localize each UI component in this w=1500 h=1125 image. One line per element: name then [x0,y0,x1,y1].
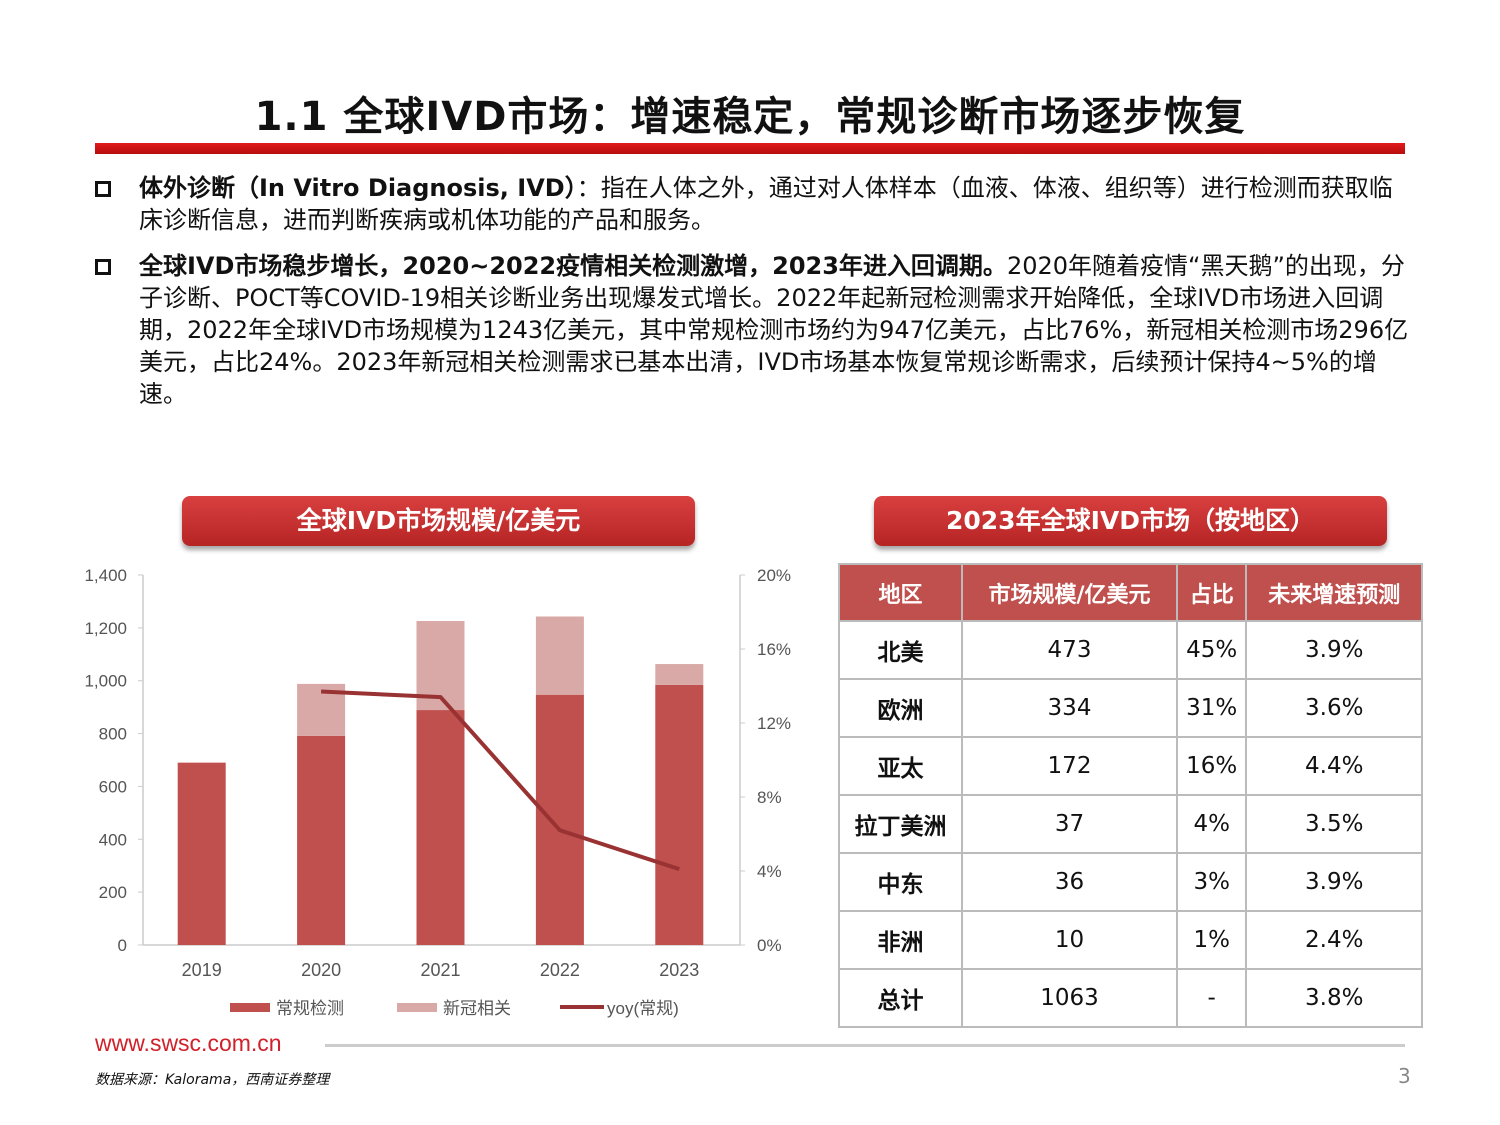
y2-tick-label: 0% [757,936,782,955]
legend-label: 常规检测 [276,999,344,1018]
column-header: 占比 [1175,563,1248,622]
table-header-row: 地区 市场规模/亿美元 占比 未来增速预测 [837,563,1423,622]
y-tick-label: 400 [99,830,127,849]
y-tick-label: 200 [99,883,127,902]
table-row: 亚太 172 16% 4.4% [837,736,1423,796]
value-cell: 4% [1175,794,1248,854]
region-cell: 欧洲 [837,678,964,738]
value-cell: 3% [1175,852,1248,912]
region-cell: 北美 [837,620,964,680]
bar-新冠相关 [655,664,704,685]
bullet-text: 2020年随着疫情“黑天鹅”的出现，分子诊断、POCT等COVID-19相关诊断… [139,252,1409,408]
table-row: 欧洲 334 31% 3.6% [837,678,1423,738]
table-row: 北美 473 45% 3.9% [837,620,1423,680]
region-cell: 亚太 [837,736,964,796]
x-tick-label: 2022 [540,960,580,980]
y2-tick-label: 20% [757,566,791,585]
y-tick-label: 1,000 [84,672,127,691]
value-cell: 172 [961,736,1178,796]
legend-label: 新冠相关 [443,999,511,1018]
chart-header: 全球IVD市场规模/亿美元 [182,496,695,546]
page-title: 1.1 全球IVD市场：增速稳定，常规诊断市场逐步恢复 [254,94,1246,140]
bullet-bold: 全球IVD市场稳步增长，2020~2022疫情相关检测激增，2023年进入回调期… [139,252,1007,280]
value-cell: 1063 [961,968,1178,1028]
value-cell: 3.5% [1245,794,1423,854]
value-cell: 31% [1175,678,1248,738]
bullet-square-icon [95,181,111,197]
website-link[interactable]: www.swsc.com.cn [95,1030,282,1056]
region-cell: 拉丁美洲 [837,794,964,854]
value-cell: 3.9% [1245,852,1423,912]
ivd-market-chart: 0 200 400 600 800 1,000 1,200 1,400 0% 4% 8% 12% 16%… [84,566,791,1018]
value-cell: 3.8% [1245,968,1423,1028]
bar-常规检测 [177,762,226,945]
yoy-line [321,689,680,872]
table-row: 拉丁美洲 37 4% 3.5% [837,794,1423,854]
value-cell: 3.9% [1245,620,1423,680]
value-cell: 1% [1175,910,1248,970]
y2-tick-label: 4% [757,862,782,881]
legend-label: yoy(常规) [607,999,679,1018]
table-header: 2023年全球IVD市场（按地区） [874,496,1387,546]
y2-tick-label: 8% [757,788,782,807]
data-source: 数据来源：Kalorama，西南证券整理 [95,1072,330,1088]
y-tick-label: 0 [118,936,127,955]
value-cell: 473 [961,620,1178,680]
bar-常规检测 [297,735,346,945]
value-cell: 45% [1175,620,1248,680]
bullet-market-growth: 全球IVD市场稳步增长，2020~2022疫情相关检测激增，2023年进入回调期… [95,250,1415,410]
value-cell: 2.4% [1245,910,1423,970]
value-cell: 334 [961,678,1178,738]
y-tick-label: 1,200 [84,619,127,638]
title-divider [95,143,1405,154]
bar-常规检测 [655,684,704,945]
x-tick-label: 2023 [659,960,699,980]
y2-tick-label: 16% [757,640,791,659]
x-tick-label: 2019 [182,960,222,980]
region-cell: 中东 [837,852,964,912]
column-header: 地区 [837,563,964,622]
table-row: 中东 36 3% 3.9% [837,852,1423,912]
y2-tick-label: 12% [757,714,791,733]
region-cell: 非洲 [837,910,964,970]
bullet-bold: 体外诊断（In Vitro Diagnosis, IVD） [139,174,577,202]
region-table: 地区 市场规模/亿美元 占比 未来增速预测 北美 473 45% 3.9% 欧洲 334 31% 3… [837,563,1423,1028]
bullet-square-icon [95,259,111,275]
page-number: 3 [1398,1064,1411,1088]
bar-常规检测 [535,694,584,945]
x-tick-label: 2021 [420,960,460,980]
value-cell: 37 [961,794,1178,854]
column-header: 市场规模/亿美元 [961,563,1178,622]
value-cell: 16% [1175,736,1248,796]
legend-swatch [230,1003,270,1012]
y-tick-label: 600 [99,777,127,796]
table-row: 总计 1063-3.8% [837,968,1423,1028]
region-cell: 总计 [837,968,964,1028]
y-tick-label: 800 [99,725,127,744]
column-header: 未来增速预测 [1245,563,1423,622]
value-cell: 4.4% [1245,736,1423,796]
bar-新冠相关 [535,616,584,695]
legend-swatch [397,1003,437,1012]
y-tick-label: 1,400 [84,566,127,585]
value-cell: - [1175,968,1248,1028]
bar-常规检测 [416,710,465,945]
table-row: 非洲 10 1% 2.4% [837,910,1423,970]
x-tick-label: 2020 [301,960,341,980]
value-cell: 36 [961,852,1178,912]
value-cell: 3.6% [1245,678,1423,738]
bullet-text: ：指在人体之外，通过对人体样本（血液、体液、组织等）进行检测而获取临床诊断信息，… [139,174,1393,234]
bullet-ivd-definition: 体外诊断（In Vitro Diagnosis, IVD）：指在人体之外，通过对… [95,172,1415,236]
value-cell: 10 [961,910,1178,970]
footer-divider [325,1044,1405,1047]
